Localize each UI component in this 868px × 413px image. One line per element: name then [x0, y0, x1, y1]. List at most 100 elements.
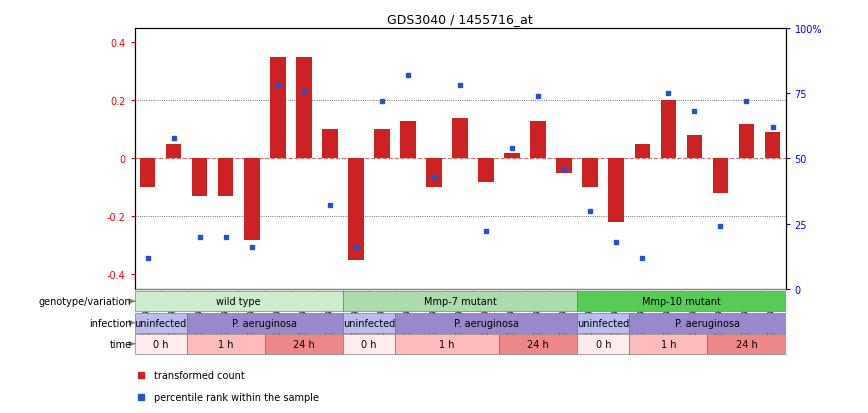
Bar [739, 124, 754, 159]
Text: 1 h: 1 h [439, 339, 455, 349]
Text: GSM196085: GSM196085 [742, 289, 751, 335]
Text: GSM196074: GSM196074 [456, 289, 464, 335]
Bar [629, 289, 655, 291]
Text: P. aeruginosa: P. aeruginosa [233, 318, 297, 328]
Text: Mmp-10 mutant: Mmp-10 mutant [642, 297, 720, 306]
Text: uninfected: uninfected [135, 318, 187, 328]
Bar [265, 289, 291, 291]
Text: uninfected: uninfected [577, 318, 629, 328]
Text: GSM196069: GSM196069 [326, 289, 334, 335]
Text: transformed count: transformed count [155, 370, 245, 380]
Bar [348, 159, 364, 260]
Bar [135, 289, 161, 291]
Bar [504, 153, 520, 159]
Bar [343, 313, 395, 333]
Bar [687, 136, 702, 159]
Text: GSM196078: GSM196078 [560, 289, 569, 335]
Bar [582, 159, 598, 188]
Text: GSM196073: GSM196073 [430, 289, 438, 335]
Text: GSM196071: GSM196071 [378, 289, 386, 335]
Bar [681, 289, 707, 291]
Bar [713, 159, 728, 194]
Bar [161, 289, 187, 291]
Bar [187, 334, 265, 354]
Title: GDS3040 / 1455716_at: GDS3040 / 1455716_at [387, 13, 533, 26]
Text: infection: infection [89, 318, 131, 328]
Bar [426, 159, 442, 188]
Bar [192, 159, 207, 197]
Bar [374, 130, 390, 159]
Bar [218, 159, 233, 197]
Text: GSM196070: GSM196070 [352, 289, 360, 335]
Text: GSM196072: GSM196072 [404, 289, 412, 335]
Text: 1 h: 1 h [218, 339, 233, 349]
Bar [447, 289, 473, 291]
Bar [707, 289, 733, 291]
Text: GSM196077: GSM196077 [534, 289, 542, 335]
Bar [296, 58, 312, 159]
Bar [661, 101, 676, 159]
Bar [499, 289, 525, 291]
Bar [343, 289, 369, 291]
Text: GSM196079: GSM196079 [586, 289, 595, 335]
Text: percentile rank within the sample: percentile rank within the sample [155, 392, 319, 403]
Bar [270, 58, 286, 159]
Bar [733, 289, 760, 291]
Bar [395, 313, 577, 333]
Text: 0 h: 0 h [595, 339, 611, 349]
Text: 0 h: 0 h [361, 339, 377, 349]
Text: 24 h: 24 h [735, 339, 758, 349]
Bar [140, 159, 155, 188]
Bar [400, 121, 416, 159]
Bar [135, 334, 187, 354]
Bar [608, 159, 624, 223]
Text: GSM196068: GSM196068 [299, 289, 308, 335]
Bar [577, 291, 786, 312]
Bar [343, 334, 395, 354]
Bar [577, 289, 603, 291]
Text: GSM196067: GSM196067 [273, 289, 282, 335]
Text: wild type: wild type [216, 297, 261, 306]
Text: time: time [109, 339, 131, 349]
Bar [655, 289, 681, 291]
Text: GSM196062: GSM196062 [143, 289, 152, 335]
Bar [635, 145, 650, 159]
Bar [765, 133, 780, 159]
Bar [530, 121, 546, 159]
Text: GSM196075: GSM196075 [482, 289, 490, 335]
Bar [478, 159, 494, 182]
Bar [452, 119, 468, 159]
Text: GSM196082: GSM196082 [664, 289, 673, 335]
Text: GSM196083: GSM196083 [690, 289, 699, 335]
Text: GSM196063: GSM196063 [169, 289, 178, 335]
Bar [187, 289, 213, 291]
Bar [629, 334, 707, 354]
Bar [317, 289, 343, 291]
Bar [265, 334, 343, 354]
Text: GSM196066: GSM196066 [247, 289, 256, 335]
Text: 24 h: 24 h [293, 339, 315, 349]
Bar [760, 289, 786, 291]
Bar [322, 130, 338, 159]
Bar [395, 334, 499, 354]
Bar [187, 313, 343, 333]
Bar [213, 289, 239, 291]
Text: GSM196086: GSM196086 [768, 289, 777, 335]
Bar [291, 289, 317, 291]
Bar [343, 291, 577, 312]
Bar [244, 159, 260, 240]
Bar [707, 334, 786, 354]
Bar [395, 289, 421, 291]
Bar [551, 289, 577, 291]
Text: GSM196081: GSM196081 [638, 289, 647, 335]
Text: GSM196064: GSM196064 [195, 289, 204, 335]
Bar [577, 334, 629, 354]
Bar [577, 313, 629, 333]
Bar [473, 289, 499, 291]
Bar [525, 289, 551, 291]
Text: uninfected: uninfected [343, 318, 395, 328]
Bar [629, 313, 786, 333]
Bar [421, 289, 447, 291]
Bar [135, 291, 343, 312]
Bar [369, 289, 395, 291]
